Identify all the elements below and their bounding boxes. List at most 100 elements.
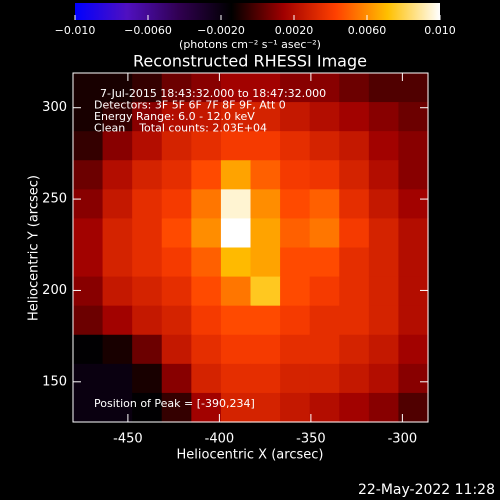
- pixel: [339, 334, 370, 365]
- colorbar-tick-label: −0.0060: [124, 24, 172, 37]
- chart-title: Reconstructed RHESSI Image: [133, 52, 367, 71]
- pixel: [132, 189, 163, 220]
- pixel: [280, 218, 311, 249]
- pixel: [220, 160, 252, 190]
- pixel: [73, 73, 104, 103]
- pixel: [191, 73, 222, 103]
- colorbar-tick-label: 0.0020: [275, 24, 314, 37]
- pixel: [339, 363, 370, 394]
- pixel: [309, 189, 340, 220]
- pixel: [309, 160, 340, 190]
- pixel: [309, 218, 340, 249]
- pixel: [280, 247, 311, 278]
- pixel: [250, 247, 281, 278]
- pixel: [339, 392, 370, 423]
- pixel: [309, 247, 340, 278]
- pixel: [132, 392, 163, 423]
- pixel: [191, 276, 222, 307]
- pixel: [132, 276, 163, 307]
- pixel: [161, 305, 192, 336]
- x-tick-label: -450: [113, 432, 143, 447]
- pixel: [161, 102, 192, 132]
- pixel: [132, 102, 163, 132]
- pixel: [398, 305, 429, 336]
- annotation: Detectors: 3F 5F 6F 7F 8F 9F, Att 0: [94, 99, 286, 112]
- pixel: [132, 363, 163, 394]
- pixel: [220, 276, 252, 307]
- pixel: [280, 305, 311, 336]
- pixel: [339, 102, 370, 132]
- pixel: [250, 334, 281, 365]
- pixel: [368, 131, 400, 161]
- pixel: [73, 276, 104, 307]
- pixel: [73, 392, 104, 423]
- pixel: [339, 218, 370, 249]
- pixel: [161, 334, 192, 365]
- pixel: [398, 363, 429, 394]
- pixel: [220, 247, 252, 278]
- footer-date: 22-May-2022 11:28: [358, 482, 495, 498]
- pixel: [339, 131, 370, 161]
- pixel: [250, 276, 281, 307]
- pixel: [220, 102, 252, 132]
- pixel: [161, 218, 192, 249]
- y-tick-label: 250: [42, 192, 67, 207]
- pixel: [280, 160, 311, 190]
- pixel: [339, 160, 370, 190]
- x-tick-label: -350: [296, 432, 326, 447]
- pixel: [368, 334, 400, 365]
- pixel: [280, 334, 311, 365]
- pixel: [339, 189, 370, 220]
- y-tick-label: 200: [42, 283, 67, 298]
- pixel: [73, 363, 104, 394]
- colorbar-tick-label: −0.0020: [197, 24, 245, 37]
- pixel: [191, 189, 222, 220]
- pixel: [73, 334, 104, 365]
- pixel: [161, 189, 192, 220]
- pixel: [73, 160, 104, 190]
- pixel: [250, 131, 281, 161]
- pixel: [309, 276, 340, 307]
- pixel: [132, 131, 163, 161]
- pixel: [102, 276, 133, 307]
- pixel: [280, 392, 311, 423]
- pixel: [309, 102, 340, 132]
- pixel: [102, 102, 133, 132]
- pixel: [161, 73, 192, 103]
- pixel: [132, 218, 163, 249]
- pixel: [102, 160, 133, 190]
- pixel: [161, 363, 192, 394]
- pixel: [280, 131, 311, 161]
- pixel: [398, 131, 429, 161]
- pixel: [250, 363, 281, 394]
- pixel: [339, 247, 370, 278]
- pixel: [250, 160, 281, 190]
- x-axis-label: Heliocentric X (arcsec): [177, 448, 324, 463]
- pixel: [132, 334, 163, 365]
- pixel: [161, 247, 192, 278]
- pixel: [132, 160, 163, 190]
- pixel: [250, 189, 281, 220]
- pixel: [102, 247, 133, 278]
- pixel: [102, 363, 133, 394]
- pixel: [191, 160, 222, 190]
- pixel: [191, 392, 222, 423]
- pixel: [309, 131, 340, 161]
- pixel: [368, 102, 400, 132]
- pixel: [250, 392, 281, 423]
- colorbar-tick-label: −0.010: [55, 24, 96, 37]
- pixel: [339, 73, 370, 103]
- pixel: [73, 247, 104, 278]
- x-tick-label: -400: [205, 432, 235, 447]
- pixel: [73, 305, 104, 336]
- pixel: [398, 189, 429, 220]
- pixel: [220, 131, 252, 161]
- pixel: [191, 218, 222, 249]
- pixel: [132, 305, 163, 336]
- pixel: [220, 305, 252, 336]
- pixel: [73, 131, 104, 161]
- pixel: [368, 189, 400, 220]
- pixel: [220, 363, 252, 394]
- peak-annotation: Position of Peak = [-390,234]: [94, 397, 255, 410]
